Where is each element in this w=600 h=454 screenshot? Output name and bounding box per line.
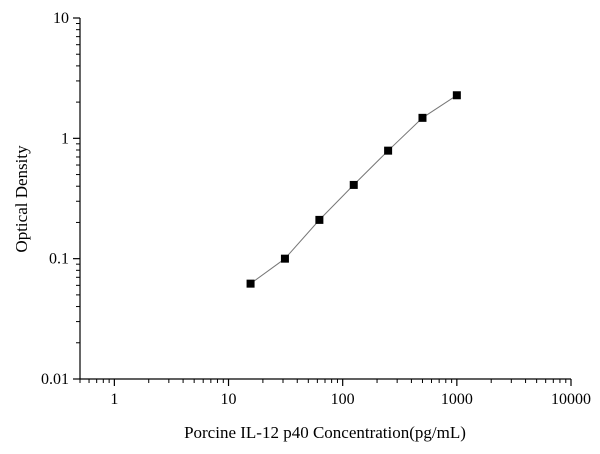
x-axis-label: Porcine IL-12 p40 Concentration(pg/mL) xyxy=(184,423,466,442)
x-tick-label: 10000 xyxy=(551,391,591,408)
x-tick-label: 10 xyxy=(221,391,237,408)
x-tick-label: 100 xyxy=(331,391,355,408)
major-ticks xyxy=(73,17,572,386)
data-point xyxy=(384,146,393,155)
y-tick-label: 0.01 xyxy=(41,371,69,388)
data-point xyxy=(349,180,358,189)
y-tick-label: 10 xyxy=(53,10,69,27)
data-series xyxy=(246,91,461,288)
x-tick-label: 1 xyxy=(110,391,118,408)
y-tick-labels: 0.01 0.1 1 10 xyxy=(41,10,69,388)
minor-ticks xyxy=(76,23,567,383)
axes xyxy=(79,18,571,380)
data-point xyxy=(452,91,461,100)
y-axis-label: Optical Density xyxy=(12,145,31,253)
data-point xyxy=(280,254,289,263)
y-tick-label: 0.1 xyxy=(49,251,69,268)
y-tick-label: 1 xyxy=(61,130,69,147)
x-tick-labels: 1 10 100 1000 10000 xyxy=(110,391,591,408)
data-point xyxy=(246,279,255,288)
x-tick-label: 1000 xyxy=(441,391,473,408)
data-point xyxy=(418,113,427,122)
data-point xyxy=(315,215,324,224)
